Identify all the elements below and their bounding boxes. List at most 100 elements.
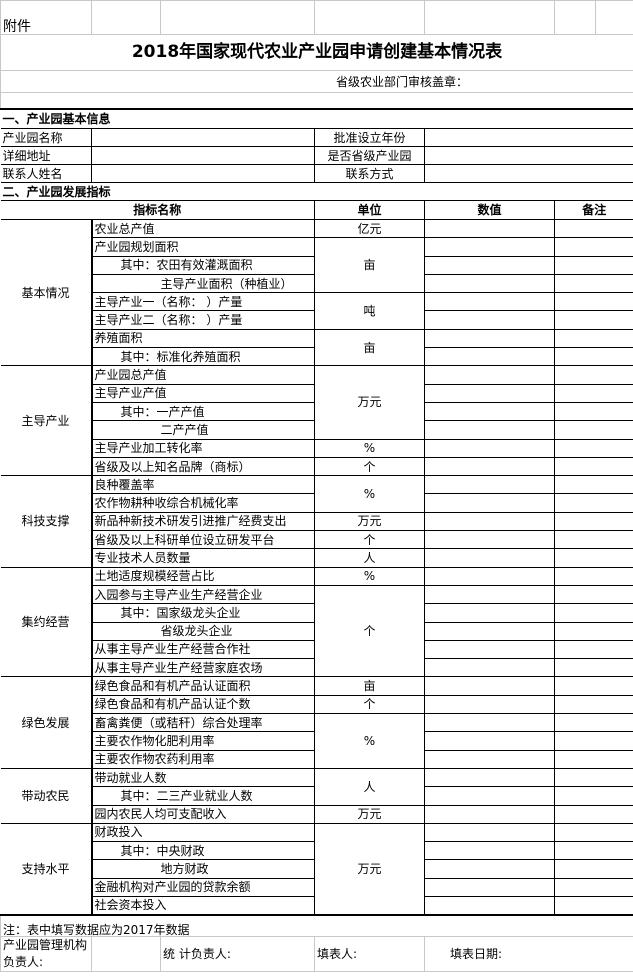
note-input[interactable] (554, 841, 633, 861)
note-input[interactable] (554, 895, 633, 916)
value-input[interactable] (424, 218, 555, 239)
note-input[interactable] (554, 475, 633, 495)
note-input[interactable] (554, 218, 633, 239)
note-input[interactable] (554, 273, 633, 294)
value-input[interactable] (424, 548, 555, 568)
value-input[interactable] (424, 347, 555, 367)
value-input[interactable] (424, 292, 555, 312)
note-input[interactable] (554, 786, 633, 806)
note-input[interactable] (554, 877, 633, 897)
blank-cell (595, 0, 633, 35)
value-input[interactable] (424, 383, 555, 403)
note-input[interactable] (554, 584, 633, 605)
note-input[interactable] (554, 767, 633, 788)
note-input[interactable] (554, 420, 633, 440)
value-input[interactable] (424, 841, 555, 861)
indicator-name: 地方财政 (91, 859, 315, 879)
note-input[interactable] (554, 566, 633, 586)
note-input[interactable] (554, 713, 633, 733)
value-input[interactable] (424, 749, 555, 769)
note-input[interactable] (554, 237, 633, 257)
value-input[interactable] (424, 475, 555, 495)
note-input[interactable] (554, 438, 633, 458)
unit-cell: 万元 (314, 511, 425, 532)
note-input[interactable] (554, 511, 633, 532)
note-input[interactable] (554, 310, 633, 330)
manager-input[interactable] (91, 936, 161, 973)
category-label: 基本情况 (0, 218, 93, 367)
note-input[interactable] (554, 676, 633, 696)
value-input[interactable] (424, 420, 555, 440)
value-input[interactable] (424, 822, 555, 843)
note-input[interactable] (554, 292, 633, 312)
value-input[interactable] (424, 456, 555, 477)
note-input[interactable] (554, 731, 633, 751)
note-input[interactable] (554, 639, 633, 660)
value-input[interactable] (424, 401, 555, 422)
field-input[interactable] (91, 146, 315, 165)
note-input[interactable] (554, 658, 633, 678)
note-input[interactable] (554, 749, 633, 769)
note-input[interactable] (554, 383, 633, 403)
field-input[interactable] (424, 128, 633, 147)
value-input[interactable] (424, 530, 555, 550)
value-input[interactable] (424, 493, 555, 513)
value-input[interactable] (424, 621, 555, 641)
note-input[interactable] (554, 859, 633, 879)
field-input[interactable] (91, 128, 315, 147)
note-input[interactable] (554, 822, 633, 843)
value-input[interactable] (424, 273, 555, 294)
value-input[interactable] (424, 877, 555, 897)
note-input[interactable] (554, 548, 633, 568)
value-input[interactable] (424, 255, 555, 275)
value-input[interactable] (424, 713, 555, 733)
value-input[interactable] (424, 676, 555, 696)
category-label: 科技支撑 (0, 475, 93, 568)
value-input[interactable] (424, 895, 555, 916)
note-input[interactable] (554, 365, 633, 385)
value-input[interactable] (424, 310, 555, 330)
note-input[interactable] (554, 493, 633, 513)
value-input[interactable] (424, 511, 555, 532)
note-input[interactable] (554, 347, 633, 367)
indicator-name: 农业总产值 (91, 218, 315, 239)
unit-cell: 吨 (314, 292, 425, 330)
value-input[interactable] (424, 731, 555, 751)
value-input[interactable] (424, 328, 555, 349)
value-input[interactable] (424, 603, 555, 623)
value-input[interactable] (424, 694, 555, 715)
value-input[interactable] (424, 786, 555, 806)
field-input[interactable] (424, 164, 633, 183)
value-input[interactable] (424, 438, 555, 458)
note-input[interactable] (554, 694, 633, 715)
note-input[interactable] (554, 530, 633, 550)
value-input[interactable] (424, 658, 555, 678)
indicator-name: 入园参与主导产业生产经营企业 (91, 584, 315, 605)
field-input[interactable] (91, 164, 315, 183)
value-input[interactable] (424, 584, 555, 605)
value-input[interactable] (424, 767, 555, 788)
field-input[interactable] (424, 146, 633, 165)
indicator-name: 其中：标准化养殖面积 (91, 347, 315, 367)
note-input[interactable] (554, 621, 633, 641)
unit-cell: 个 (314, 584, 425, 678)
note-input[interactable] (554, 804, 633, 824)
note-input[interactable] (554, 255, 633, 275)
note-input[interactable] (554, 401, 633, 422)
value-input[interactable] (424, 859, 555, 879)
indicator-name: 其中：国家级龙头企业 (91, 603, 315, 623)
blank-cell (91, 0, 161, 35)
value-input[interactable] (424, 566, 555, 586)
unit-cell: 人 (314, 767, 425, 806)
note-input[interactable] (554, 603, 633, 623)
note-input[interactable] (554, 456, 633, 477)
note-input[interactable] (554, 328, 633, 349)
value-input[interactable] (424, 804, 555, 824)
value-input[interactable] (424, 365, 555, 385)
value-input[interactable] (424, 237, 555, 257)
blank-cell (554, 0, 596, 35)
col-header-indicator: 指标名称 (0, 200, 315, 220)
value-input[interactable] (424, 639, 555, 660)
blank-cell (160, 0, 315, 35)
attachment-label: 附件 (0, 0, 92, 35)
